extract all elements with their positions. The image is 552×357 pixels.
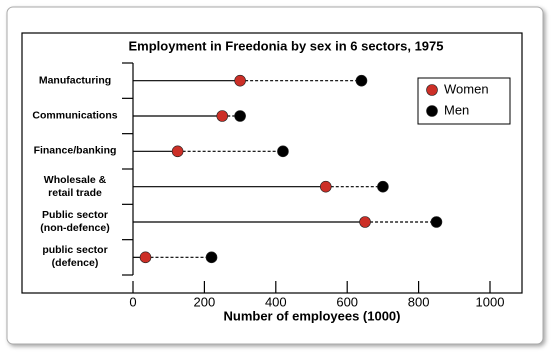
category-label: public sector (defence) — [42, 244, 108, 270]
category-label: Manufacturing — [38, 74, 112, 87]
category-label: Finance/banking — [33, 144, 117, 157]
dot — [430, 216, 443, 228]
x-tick-label: 1000 — [476, 294, 505, 309]
legend-marker — [426, 84, 438, 96]
category-label: Public sector (non-defence) — [40, 209, 110, 234]
legend-label: Women — [444, 81, 489, 96]
dot — [205, 251, 218, 264]
category-label: Wholesale & retail trade — [43, 173, 107, 199]
dot — [139, 251, 152, 264]
x-tick-label: 200 — [194, 294, 216, 309]
dot — [277, 145, 289, 158]
dot — [171, 145, 184, 158]
legend-label: Men — [444, 102, 469, 117]
legend-marker — [426, 105, 438, 117]
dot — [234, 74, 246, 87]
dot — [377, 180, 389, 193]
plot-frame — [21, 32, 523, 294]
dot — [319, 180, 332, 193]
dot — [355, 74, 368, 87]
x-tick-label: 0 — [129, 294, 136, 309]
dot — [359, 216, 371, 228]
dot — [216, 110, 229, 122]
dot — [234, 110, 246, 122]
x-tick-label: 800 — [408, 294, 430, 309]
x-axis-label: Number of employees (1000) — [223, 308, 400, 323]
x-tick-label: 600 — [336, 294, 358, 309]
chart-title: Employment in Freedonia by sex in 6 sect… — [128, 38, 443, 53]
category-label: Communications — [32, 109, 118, 122]
x-tick-label: 400 — [265, 294, 287, 309]
